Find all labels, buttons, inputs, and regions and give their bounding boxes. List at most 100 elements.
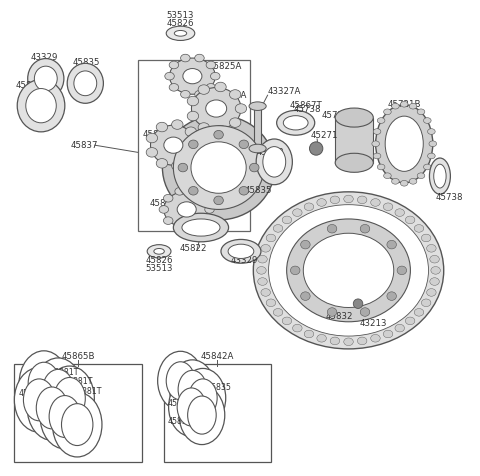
Ellipse shape [178,370,207,408]
Ellipse shape [392,178,399,184]
Ellipse shape [221,239,261,263]
Ellipse shape [182,219,220,236]
Text: 45835: 45835 [168,417,192,426]
Ellipse shape [409,103,417,109]
Ellipse shape [430,278,439,285]
Ellipse shape [183,69,202,84]
Text: 45738: 45738 [293,105,321,114]
Ellipse shape [293,209,302,217]
Ellipse shape [28,59,64,99]
Text: 45881T: 45881T [64,377,94,386]
Ellipse shape [177,202,196,217]
Ellipse shape [429,141,437,147]
Ellipse shape [293,324,302,332]
Ellipse shape [172,161,183,170]
Ellipse shape [253,192,444,349]
Text: 45881T: 45881T [31,399,60,408]
Ellipse shape [372,141,380,147]
Ellipse shape [268,205,429,336]
Ellipse shape [430,158,450,194]
Ellipse shape [198,123,210,132]
Ellipse shape [195,54,204,62]
Ellipse shape [406,216,415,224]
Ellipse shape [159,206,168,213]
Ellipse shape [17,79,65,132]
Ellipse shape [189,379,217,417]
Ellipse shape [257,267,266,274]
Ellipse shape [423,118,431,123]
Ellipse shape [215,125,226,135]
Text: 45822: 45822 [179,245,206,253]
Text: 45881T: 45881T [49,368,79,377]
Ellipse shape [177,388,206,426]
Ellipse shape [427,245,436,252]
Ellipse shape [24,379,55,421]
Ellipse shape [266,234,276,242]
Ellipse shape [423,164,431,170]
Ellipse shape [180,368,226,427]
Text: 53513: 53513 [167,11,194,20]
Ellipse shape [205,206,214,213]
Ellipse shape [54,377,85,419]
Ellipse shape [384,173,391,178]
Ellipse shape [395,324,405,332]
Text: 43329: 43329 [31,53,58,61]
Ellipse shape [421,234,431,242]
Ellipse shape [165,72,174,80]
Ellipse shape [169,58,215,94]
Bar [254,107,262,149]
Ellipse shape [310,142,323,155]
Text: 45722A: 45722A [322,111,355,119]
Ellipse shape [228,244,254,258]
Text: 45837: 45837 [70,141,97,149]
Ellipse shape [300,240,310,249]
Ellipse shape [189,224,199,231]
Ellipse shape [400,101,408,107]
Ellipse shape [164,137,183,153]
Ellipse shape [335,108,373,127]
Ellipse shape [49,396,81,437]
Text: 45881T: 45881T [72,387,102,396]
Ellipse shape [146,148,157,157]
Ellipse shape [187,111,199,121]
Text: 45835: 45835 [168,399,192,408]
Ellipse shape [327,307,337,316]
Ellipse shape [61,404,93,446]
Ellipse shape [156,122,168,132]
Ellipse shape [35,66,57,91]
Ellipse shape [421,299,431,307]
Ellipse shape [256,139,292,185]
Text: 45835: 45835 [172,374,197,383]
Ellipse shape [387,292,396,300]
Ellipse shape [409,178,417,184]
Ellipse shape [290,266,300,275]
Text: 45867T: 45867T [290,101,323,110]
Ellipse shape [146,133,157,143]
Ellipse shape [263,147,286,177]
Ellipse shape [397,266,407,275]
Ellipse shape [250,163,259,172]
Ellipse shape [169,61,179,69]
Ellipse shape [258,256,267,263]
Ellipse shape [229,89,241,99]
Ellipse shape [392,103,399,109]
Ellipse shape [164,194,173,202]
Ellipse shape [156,159,168,168]
Ellipse shape [235,104,247,113]
Bar [335,118,373,163]
Ellipse shape [434,164,446,188]
Ellipse shape [417,173,425,178]
Ellipse shape [406,317,415,325]
Ellipse shape [376,105,433,183]
Text: 45823A: 45823A [143,130,176,139]
Ellipse shape [395,209,405,217]
Ellipse shape [358,337,367,345]
Ellipse shape [385,116,423,171]
Ellipse shape [387,240,396,249]
Ellipse shape [147,245,171,258]
Ellipse shape [19,351,69,416]
Ellipse shape [162,115,275,220]
Ellipse shape [300,292,310,300]
Ellipse shape [164,217,173,225]
Ellipse shape [282,317,292,325]
